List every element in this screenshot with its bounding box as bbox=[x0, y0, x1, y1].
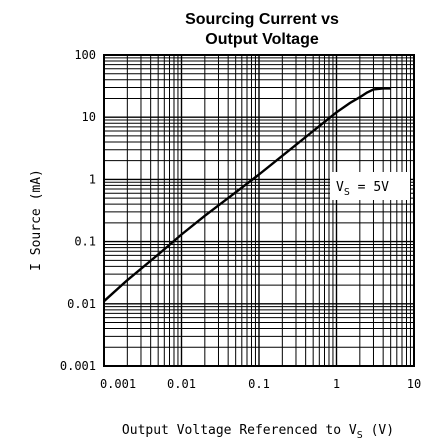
annotation-sub: S bbox=[344, 187, 350, 198]
y-tick-label: 0.01 bbox=[67, 297, 96, 311]
x-tick-labels: 0.001 0.01 0.1 1 10 bbox=[100, 377, 421, 391]
annotation-main: V bbox=[336, 180, 344, 195]
annotation-box: VS = 5V bbox=[330, 172, 410, 200]
series-line bbox=[103, 87, 391, 303]
annotation-background bbox=[330, 172, 410, 200]
y-axis-label: I Source (mA) bbox=[29, 169, 44, 271]
y-tick-label: 0.001 bbox=[60, 359, 96, 373]
series-layer bbox=[103, 87, 391, 303]
x-axis-label-sub: S bbox=[357, 430, 363, 441]
y-tick-label: 0.1 bbox=[74, 235, 96, 249]
annotation-tail: = 5V bbox=[350, 180, 389, 195]
plot-frame bbox=[103, 54, 415, 367]
x-axis-label: Output Voltage Referenced to VS (V) bbox=[122, 423, 394, 441]
chart-title-line1: Sourcing Current vs bbox=[185, 11, 339, 28]
x-axis-label-main: Output Voltage Referenced to V bbox=[122, 423, 357, 438]
x-tick-label: 0.001 bbox=[100, 377, 136, 391]
x-tick-label: 1 bbox=[333, 377, 340, 391]
x-tick-label: 0.01 bbox=[167, 377, 196, 391]
annotation-text: VS = 5V bbox=[336, 180, 389, 198]
y-tick-labels: 100 10 1 0.1 0.01 0.001 bbox=[60, 48, 96, 373]
grid bbox=[104, 55, 414, 366]
y-tick-label: 10 bbox=[82, 110, 96, 124]
y-tick-label: 1 bbox=[89, 172, 96, 186]
y-tick-label: 100 bbox=[74, 48, 96, 62]
x-tick-label: 10 bbox=[407, 377, 421, 391]
x-tick-label: 0.1 bbox=[248, 377, 270, 391]
chart-title-line2: Output Voltage bbox=[205, 31, 319, 48]
x-axis-label-unit: (V) bbox=[363, 423, 394, 438]
